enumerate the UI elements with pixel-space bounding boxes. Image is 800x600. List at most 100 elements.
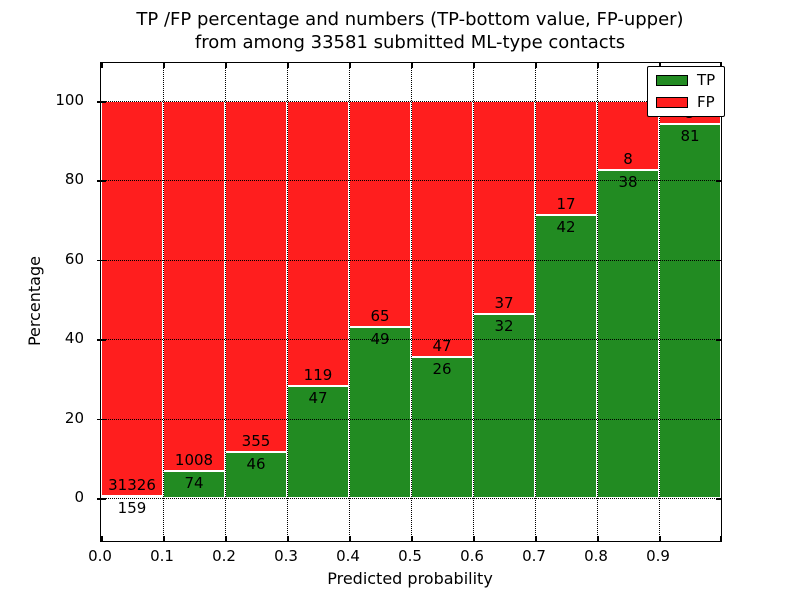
y-tick <box>716 180 721 182</box>
x-tick <box>473 536 475 541</box>
x-tick <box>411 63 413 68</box>
v-gridline <box>410 63 412 541</box>
y-tick-label: 60 <box>64 249 84 268</box>
x-tick-label: 0.1 <box>150 547 174 565</box>
x-tick-label: 0.0 <box>88 547 112 565</box>
bar-count-label-fp: 17 <box>556 195 576 214</box>
bar-segment-fp <box>411 101 473 357</box>
v-gridline <box>658 63 660 541</box>
bar-count-label-tp: 49 <box>370 330 390 349</box>
bar-count-label-tp: 42 <box>556 218 576 237</box>
x-tick <box>163 63 165 68</box>
bar-count-label-tp: 38 <box>618 173 638 192</box>
x-tick <box>287 536 289 541</box>
legend-label: FP <box>697 93 715 111</box>
x-tick <box>597 536 599 541</box>
bar-segment-tp <box>535 215 597 498</box>
x-tick <box>163 536 165 541</box>
y-axis-label: Percentage <box>25 256 44 347</box>
x-tick <box>473 63 475 68</box>
y-tick <box>97 101 106 103</box>
bar-segment-tp <box>349 327 411 498</box>
x-tick-label: 0.7 <box>522 547 546 565</box>
v-gridline <box>472 63 474 541</box>
bar-count-label-fp: 355 <box>241 432 271 451</box>
x-tick <box>411 536 413 541</box>
legend-label: TP <box>697 71 716 89</box>
x-tick-label: 0.4 <box>336 547 360 565</box>
bar-segment-tp <box>597 170 659 498</box>
x-tick <box>225 63 227 68</box>
x-tick <box>597 63 599 68</box>
x-tick-label: 0.5 <box>398 547 422 565</box>
x-tick <box>659 536 661 541</box>
x-tick <box>719 536 721 541</box>
bar-count-label-tp: 74 <box>184 473 204 492</box>
chart-title: TP /FP percentage and numbers (TP-bottom… <box>20 8 800 54</box>
bar-segment-tp <box>411 356 473 498</box>
bar-count-label-fp: 119 <box>303 365 333 384</box>
x-tick <box>287 63 289 68</box>
bar-segment-tp <box>659 124 721 498</box>
x-axis-label: Predicted probability <box>327 569 493 588</box>
bar-count-label-tp: 47 <box>308 388 328 407</box>
bar-segment-fp <box>287 101 349 386</box>
x-tick <box>349 63 351 68</box>
legend-row: FP <box>656 95 715 110</box>
y-tick-label: 100 <box>55 91 84 109</box>
x-tick-label: 0.9 <box>646 547 670 565</box>
v-gridline <box>596 63 598 541</box>
y-tick <box>97 259 106 262</box>
bar-count-label-tp: 81 <box>680 127 700 146</box>
bar-segment-fp <box>101 101 163 496</box>
x-tick <box>101 536 103 541</box>
x-tick <box>225 536 227 541</box>
legend-row: TP <box>656 73 715 88</box>
x-tick <box>349 536 351 541</box>
bar-count-label-fp: 37 <box>494 293 514 312</box>
tp-swatch-icon <box>656 75 688 86</box>
v-gridline <box>224 63 226 541</box>
y-tick-label: 40 <box>64 329 84 348</box>
bar-segment-tp <box>473 313 535 498</box>
y-tick <box>716 339 721 341</box>
bar-count-label-tp: 46 <box>246 455 266 474</box>
x-tick-label: 0.8 <box>584 547 608 565</box>
y-tick-label: 20 <box>64 408 84 427</box>
y-tick <box>716 498 721 500</box>
v-gridline <box>348 63 350 541</box>
chart-title-line2: from among 33581 submitted ML-type conta… <box>194 32 626 53</box>
x-tick <box>101 63 103 68</box>
x-tick <box>659 63 661 68</box>
x-tick <box>535 536 537 541</box>
fp-swatch-icon <box>656 97 688 108</box>
v-gridline <box>534 63 536 541</box>
bar-count-label-fp: 31326 <box>108 476 156 494</box>
chart-title-line1: TP /FP percentage and numbers (TP-bottom… <box>136 9 684 30</box>
bar-segment-fp <box>349 101 411 328</box>
bar-count-label-tp: 26 <box>432 359 452 378</box>
bar-segment-fp <box>225 101 287 453</box>
y-tick-label: 0 <box>74 488 84 506</box>
bar-segment-fp <box>473 101 535 314</box>
x-tick-label: 0.3 <box>274 547 298 565</box>
plot-area: 31326 159 1008 74 355 46 119 47 65 49 47 26 37 32 17 42… <box>97 62 722 542</box>
bar-count-label-fp: 1008 <box>174 450 214 469</box>
x-tick <box>719 63 721 68</box>
y-tick <box>97 498 106 500</box>
y-tick <box>97 339 106 341</box>
bar-count-label-fp: 8 <box>623 150 633 169</box>
y-tick-label: 80 <box>64 170 84 189</box>
bar-count-label-fp: 47 <box>432 336 452 355</box>
v-gridline <box>162 63 164 541</box>
x-tick-label: 0.2 <box>212 547 236 565</box>
x-tick <box>535 63 537 68</box>
bar-count-label-tp: 159 <box>117 498 147 517</box>
bar-segment-fp <box>163 101 225 471</box>
y-tick <box>97 418 106 421</box>
bar-count-label-fp: 65 <box>370 307 390 326</box>
bar-count-label-tp: 32 <box>494 316 514 335</box>
legend: TP FP <box>647 66 726 117</box>
bar-segment-tp <box>225 452 287 498</box>
